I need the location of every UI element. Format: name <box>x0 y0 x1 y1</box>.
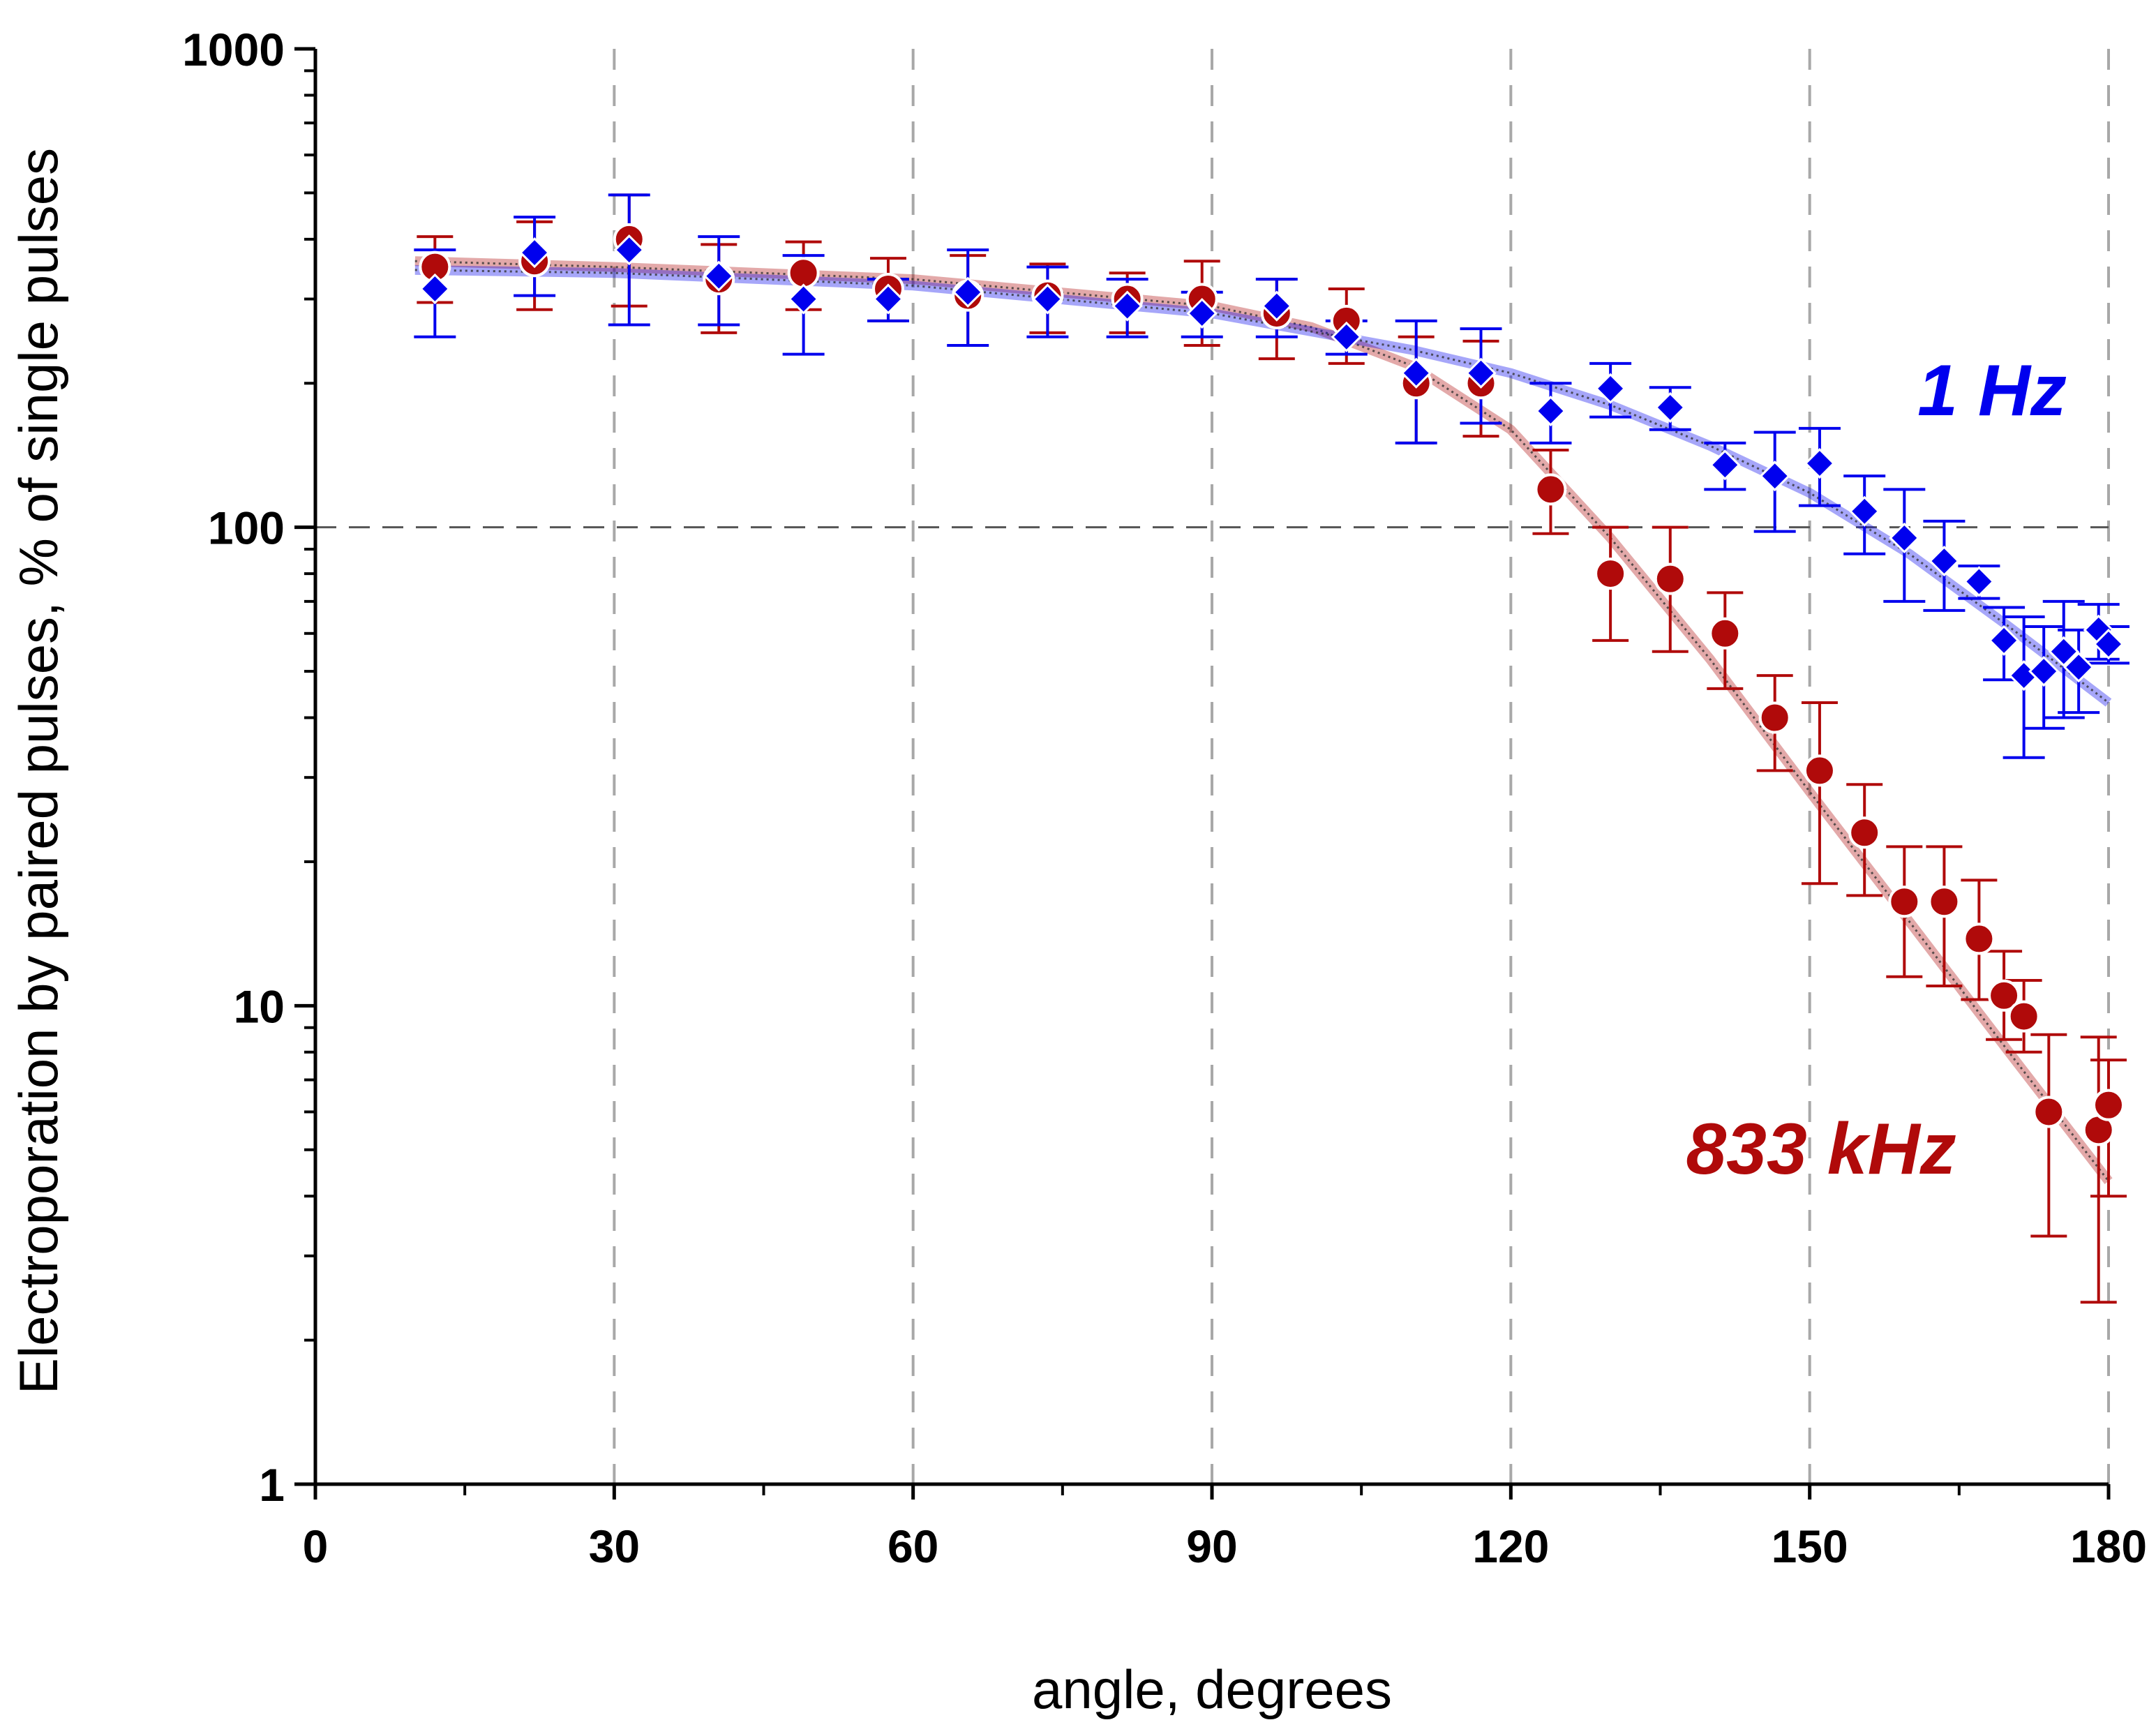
y-tick-label: 1000 <box>182 24 285 75</box>
data-point-1hz <box>2093 628 2125 660</box>
x-tick-label: 150 <box>1772 1520 1848 1572</box>
data-point-1hz <box>1709 449 1741 481</box>
error-bar-series-0 <box>2080 1036 2117 1304</box>
text-layer: angle, degrees Electroporation by paired… <box>8 148 2067 1720</box>
data-point-1hz <box>2063 652 2095 683</box>
data-point-1hz <box>1849 495 1880 527</box>
series-label-833khz: 833 kHz <box>1686 1109 1956 1190</box>
error-bar-series-0 <box>1801 701 1838 885</box>
y-tick-label: 10 <box>234 980 285 1032</box>
fit-curve-0 <box>414 260 2110 1182</box>
data-point-1hz <box>1889 522 1920 554</box>
data-point-833khz <box>787 257 820 290</box>
data-point-1hz <box>1963 566 1995 597</box>
x-tick-label: 0 <box>303 1520 329 1572</box>
data-point-833khz <box>1654 562 1686 595</box>
data-point-1hz <box>1988 625 2020 656</box>
x-axis-title: angle, degrees <box>1032 1659 1392 1720</box>
data-point-833khz <box>2033 1096 2065 1128</box>
fit-layer <box>414 256 2113 1184</box>
data-point-833khz <box>1963 922 1996 955</box>
data-point-1hz <box>872 283 904 315</box>
data-point-1hz <box>1535 395 1566 427</box>
fit-curve-1 <box>414 269 2109 704</box>
y-tick-label: 100 <box>208 502 285 554</box>
data-point-1hz <box>2048 636 2079 667</box>
fit-band-0 <box>414 256 2113 1184</box>
data-point-833khz <box>1848 816 1881 849</box>
data-point-1hz <box>703 260 735 292</box>
fit-band-1 <box>414 264 2112 707</box>
y-axis-title: Electroporation by paired pulses, % of s… <box>8 148 69 1394</box>
data-point-833khz <box>1988 979 2021 1012</box>
data-point-1hz <box>1594 373 1626 404</box>
data-point-833khz <box>1928 885 1961 918</box>
data-point-833khz <box>1803 754 1836 787</box>
data-point-833khz <box>1758 701 1791 734</box>
series-label-1hz: 1 Hz <box>1917 350 2067 431</box>
data-point-1hz <box>518 237 551 269</box>
data-point-1hz <box>1759 461 1790 492</box>
data-point-1hz <box>419 273 451 305</box>
data-point-1hz <box>1261 290 1292 322</box>
data-point-1hz <box>2028 655 2060 687</box>
x-tick-label: 30 <box>589 1520 640 1572</box>
data-point-1hz <box>1654 391 1686 424</box>
error-bar-series-0 <box>2030 1033 2067 1238</box>
data-point-1hz <box>1804 447 1836 479</box>
tick-layer: 0 30 60 90 120 150 180 1 10 100 1000 <box>182 24 2147 1572</box>
x-tick-label: 180 <box>2070 1520 2147 1572</box>
data-point-1hz <box>1465 357 1497 389</box>
data-point-1hz <box>1111 290 1143 322</box>
data-point-833khz <box>1534 473 1567 506</box>
data-point-1hz <box>1331 321 1362 352</box>
x-tick-label: 90 <box>1186 1520 1237 1572</box>
data-point-1hz <box>952 276 984 308</box>
data-point-833khz <box>2007 1000 2040 1033</box>
data-point-833khz <box>1594 558 1627 590</box>
y-tick-label: 1 <box>259 1459 285 1511</box>
grid-layer <box>315 49 2110 1484</box>
data-point-833khz <box>1709 617 1742 650</box>
x-tick-label: 60 <box>888 1520 938 1572</box>
data-point-833khz <box>2093 1089 2125 1121</box>
data-point-1hz <box>1929 545 1960 577</box>
data-point-1hz <box>1400 357 1432 389</box>
data-point-1hz <box>613 234 645 266</box>
data-point-833khz <box>1888 885 1921 918</box>
data-point-1hz <box>1032 283 1063 315</box>
x-tick-label: 120 <box>1472 1520 1549 1572</box>
data-point-1hz <box>788 283 819 315</box>
data-point-1hz <box>1186 297 1218 329</box>
marker-layer <box>419 223 2125 1146</box>
